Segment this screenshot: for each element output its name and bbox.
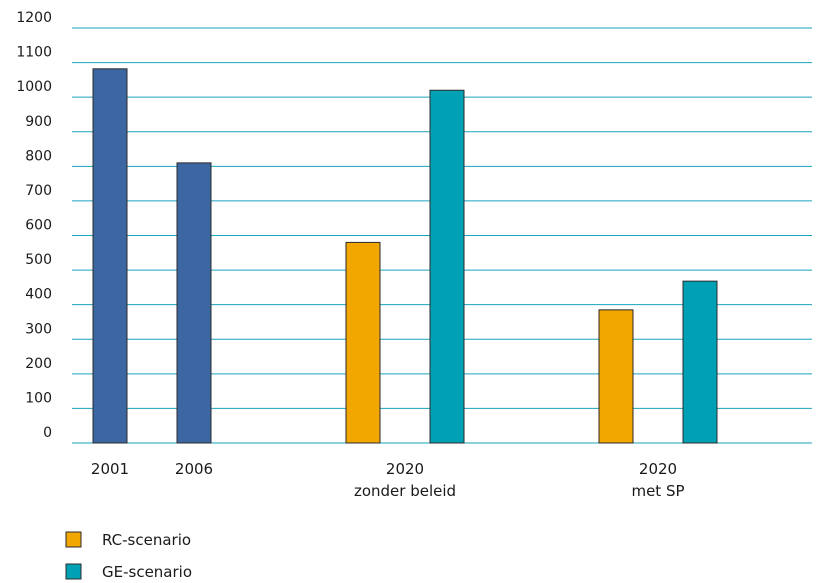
y-tick-label: 500	[25, 252, 52, 268]
y-tick-label: 700	[25, 183, 52, 199]
y-tick-label: 0	[43, 425, 52, 441]
bar-rc-2	[345, 241, 381, 444]
y-tick-label: 1100	[16, 45, 52, 61]
x-category-label: 2020	[639, 460, 677, 478]
bar-ge-5	[682, 280, 718, 444]
legend: RC-scenario GE-scenario	[65, 531, 192, 581]
x-axis-categories: 2001 2006 2020 zonder beleid 2020 met SP	[91, 460, 685, 500]
y-tick-label: 300	[25, 321, 52, 337]
y-tick-label: 600	[25, 218, 52, 234]
x-category-sublabel: zonder beleid	[354, 482, 456, 500]
legend-label-rc: RC-scenario	[102, 531, 191, 549]
bars	[92, 68, 718, 444]
y-tick-label: 400	[25, 287, 52, 303]
y-axis-ticks: 0 100 200 300 400 500 600 700 800 900 1000 1100 1200	[16, 10, 52, 441]
y-tick-label: 800	[25, 148, 52, 164]
y-tick-label: 200	[25, 356, 52, 372]
bar-rc-4	[598, 309, 634, 444]
y-tick-label: 1200	[16, 10, 52, 26]
x-category-label: 2006	[175, 460, 213, 478]
legend-swatch-rc	[65, 531, 82, 548]
legend-swatch-ge	[65, 563, 82, 580]
x-category-sublabel: met SP	[631, 482, 684, 500]
y-tick-label: 1000	[16, 79, 52, 95]
bar-historic-0	[92, 68, 128, 444]
bar-historic-1	[176, 162, 212, 444]
legend-label-ge: GE-scenario	[102, 563, 192, 581]
bar-ge-3	[429, 89, 465, 444]
x-category-label: 2001	[91, 460, 129, 478]
y-tick-label: 100	[25, 390, 52, 406]
x-category-label: 2020	[386, 460, 424, 478]
y-tick-label: 900	[25, 114, 52, 130]
